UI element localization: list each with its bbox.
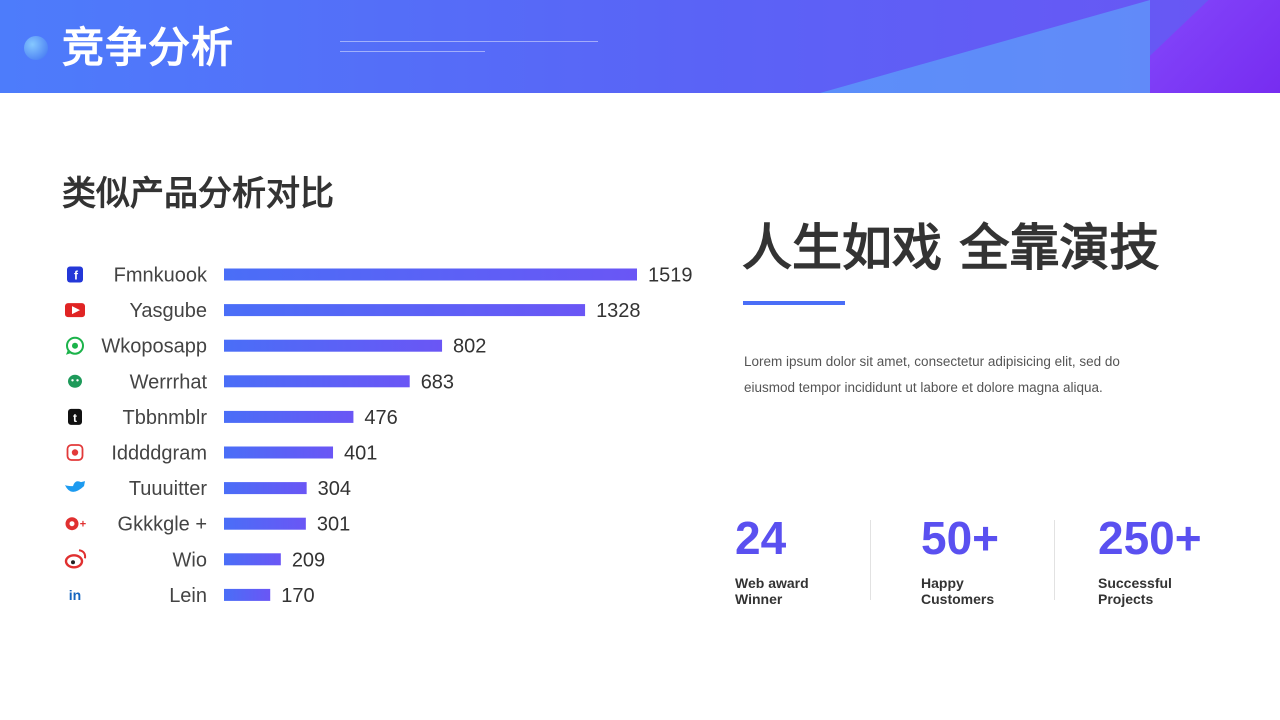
bar: [224, 339, 443, 352]
category-label: Yasgube: [130, 300, 207, 322]
bar: [224, 304, 586, 317]
stat-customers: 50+ Happy Customers: [921, 510, 999, 607]
chart-row: Werrrhat 683: [68, 371, 454, 393]
stat-label: Happy Customers: [921, 575, 995, 607]
stat-projects: 250+ Successful Projects: [1098, 510, 1202, 607]
section-title: 类似产品分析对比: [62, 174, 334, 214]
chart-row: Wio 209: [64, 549, 325, 571]
stat-divider: [870, 520, 871, 600]
category-label: Fmnkuook: [114, 265, 208, 287]
category-label: Lein: [169, 585, 207, 607]
youtube-icon: [65, 303, 85, 318]
bar: [224, 588, 271, 601]
slogan-heading: 人生如戏 全靠演技: [742, 219, 1160, 277]
stat-value: 250+: [1098, 512, 1202, 564]
chart-row: f Fmnkuook 1519: [67, 265, 693, 287]
chart-row: in Lein 170: [69, 585, 315, 607]
bar: [224, 375, 410, 388]
category-label: Gkkkgle +: [118, 514, 207, 536]
header-divider: [340, 51, 485, 52]
category-label: Tbbnmblr: [123, 407, 208, 429]
chart-row: t Tbbnmblr 476: [68, 407, 398, 429]
category-label: Wio: [173, 549, 207, 571]
bar: [224, 517, 306, 530]
linkedin-icon: in: [69, 587, 81, 603]
stat-label: Successful Projects: [1098, 575, 1172, 607]
chart-row: + Gkkkgle + 301: [65, 514, 350, 536]
header-decoration: [820, 0, 1150, 93]
category-label: Tuuuitter: [129, 478, 208, 500]
bar: [224, 410, 354, 423]
category-label: Werrrhat: [130, 371, 208, 393]
header-orb: [24, 36, 48, 60]
header-banner: 竞争分析: [0, 0, 1280, 93]
header-divider: [340, 41, 598, 42]
data-label: 1328: [596, 300, 641, 322]
bar-chart: f Fmnkuook 1519 Yasgube 1328 Wkoposapp 802 Werr…: [64, 265, 693, 607]
data-label: 1519: [648, 265, 693, 287]
stat-value: 24: [735, 512, 787, 564]
chart-row: Tuuuitter 304: [65, 478, 351, 500]
weibo-icon: [64, 549, 87, 569]
category-label: Iddddgram: [111, 443, 207, 465]
bar: [224, 553, 281, 566]
stat-awards: 24 Web award Winner: [735, 510, 809, 607]
svg-text:+: +: [80, 519, 86, 531]
data-label: 304: [318, 478, 351, 500]
tumblr-icon: t: [68, 408, 82, 425]
description-text: Lorem ipsum dolor sit amet, consectetur …: [744, 354, 1120, 395]
chart-row: Iddddgram 401: [66, 443, 377, 465]
data-label: 683: [421, 371, 454, 393]
bar: [224, 446, 334, 459]
accent-underline: [743, 301, 845, 305]
category-label: Wkoposapp: [101, 336, 207, 358]
page-title: 竞争分析: [62, 23, 235, 72]
data-label: 401: [344, 443, 377, 465]
svg-text:t: t: [73, 411, 77, 425]
data-label: 170: [281, 585, 314, 607]
data-label: 209: [292, 549, 325, 571]
bar: [224, 482, 307, 495]
bar: [224, 268, 637, 281]
instagram-icon: [66, 444, 84, 461]
twitter-icon: [65, 481, 85, 492]
chart-row: Yasgube 1328: [65, 300, 641, 322]
data-label: 301: [317, 514, 350, 536]
stat-value: 50+: [921, 512, 1000, 564]
facebook-icon: f: [67, 266, 83, 283]
data-label: 802: [453, 336, 486, 358]
svg-text:f: f: [74, 269, 79, 283]
whatsapp-icon: [66, 336, 84, 355]
stat-label: Web award Winner: [735, 575, 809, 607]
chart-row: Wkoposapp 802: [66, 336, 486, 358]
wechat-icon: [68, 374, 82, 388]
google-plus-icon: +: [65, 517, 86, 531]
svg-text:in: in: [69, 587, 81, 603]
header-decoration: [1150, 0, 1280, 93]
data-label: 476: [364, 407, 397, 429]
stat-divider: [1054, 520, 1055, 600]
